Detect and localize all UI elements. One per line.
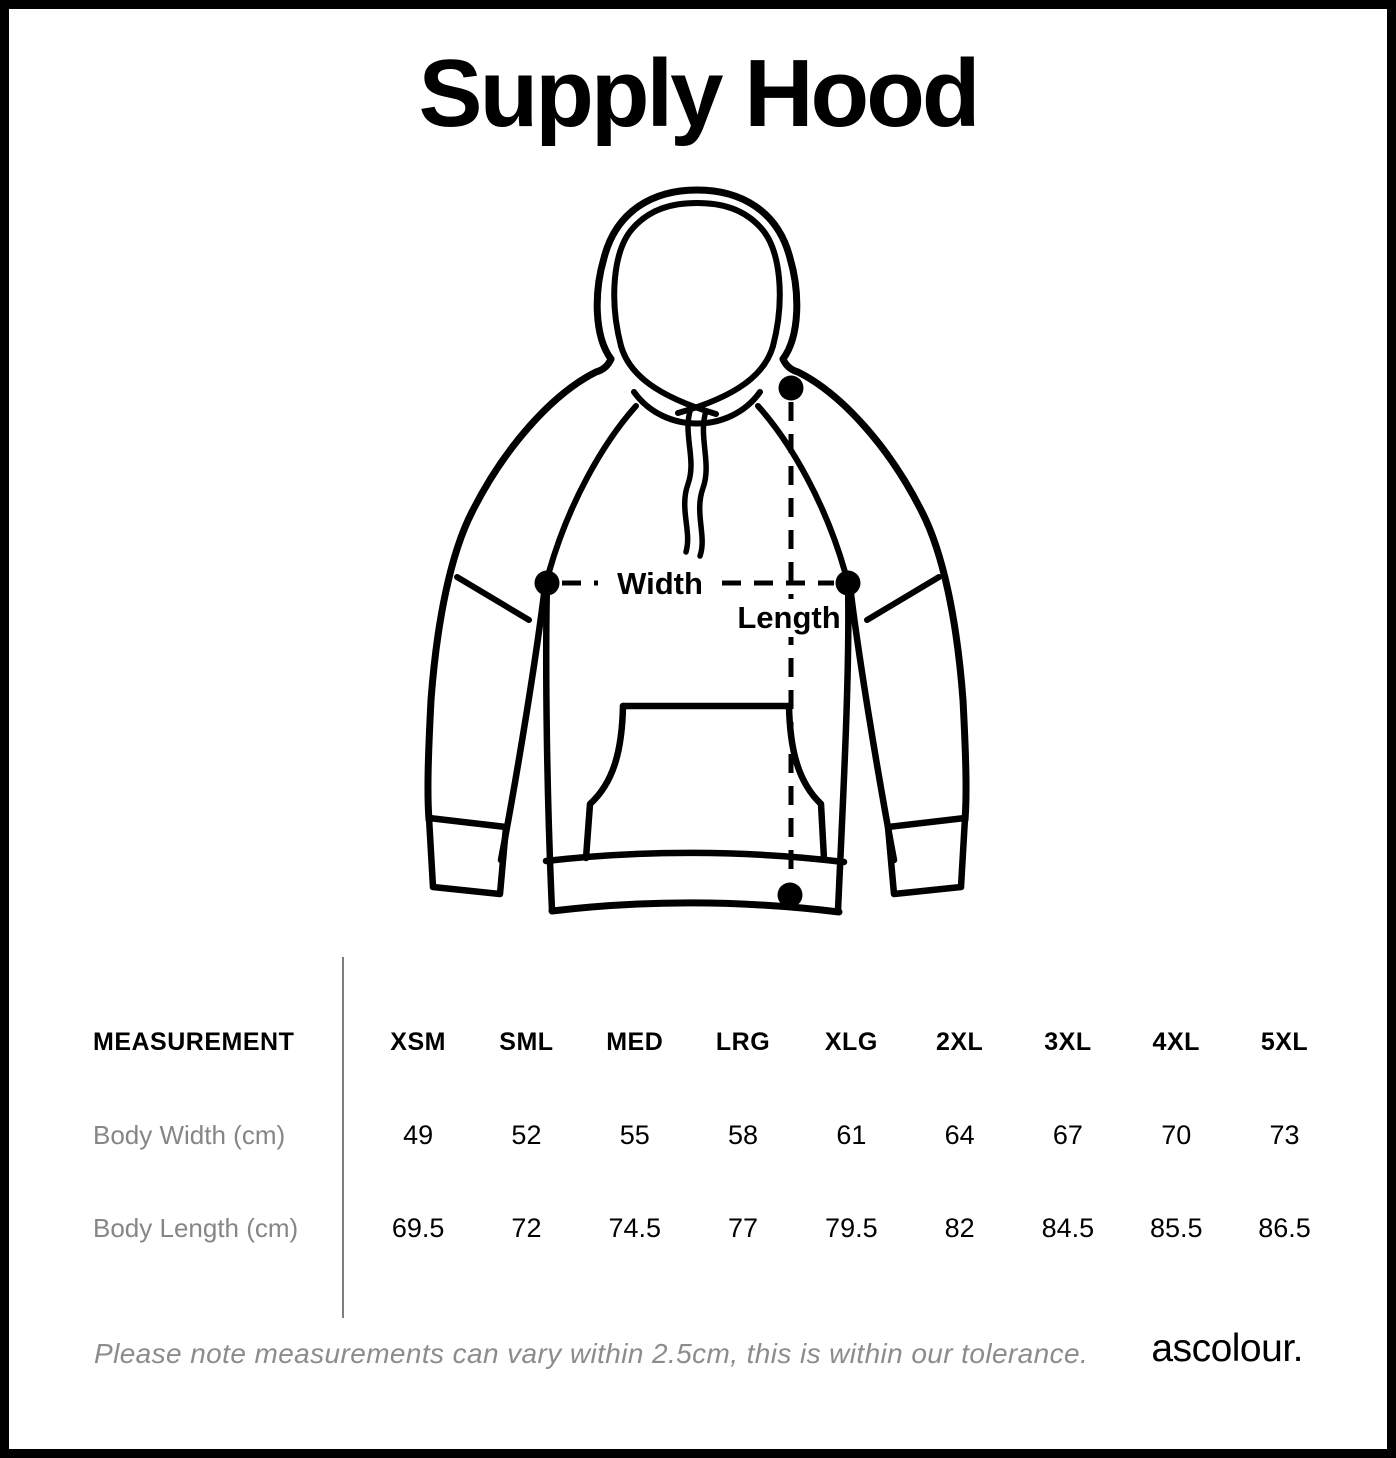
hoodie-outline xyxy=(424,186,970,916)
measurement-dots xyxy=(534,375,861,908)
cuff-left xyxy=(425,814,510,898)
length-dot-top xyxy=(778,375,804,401)
size-header-2xl: 2XL xyxy=(935,1028,984,1056)
body-width-3xl: 67 xyxy=(1052,1120,1083,1150)
underarm-seam-right xyxy=(864,574,942,623)
width-dot-right xyxy=(835,570,861,596)
body-width-med: 55 xyxy=(619,1120,650,1150)
sleeve-right-inner xyxy=(846,582,898,864)
length-dot-bottom xyxy=(777,882,803,908)
measurement-lines xyxy=(562,402,834,882)
drawstring-left xyxy=(682,405,694,555)
size-header-xlg: XLG xyxy=(824,1028,878,1056)
body-length-med: 74.5 xyxy=(608,1213,662,1243)
body-seam-left xyxy=(542,579,556,914)
size-header-3xl: 3XL xyxy=(1044,1028,1092,1056)
width-dot-left xyxy=(534,570,560,596)
collar-right xyxy=(675,343,776,416)
row-label-body-length: Body Length (cm) xyxy=(93,1213,299,1243)
table-row-body-length: Body Length (cm) 69.5 72 74.5 77 79.5 82… xyxy=(93,1182,1339,1275)
size-header-xsm: XSM xyxy=(390,1028,446,1056)
body-length-3xl: 84.5 xyxy=(1041,1213,1095,1243)
size-header-5xl: 5XL xyxy=(1260,1028,1309,1056)
measurement-header: MEASUREMENT xyxy=(93,1028,295,1056)
size-table: MEASUREMENT XSM SML MED LRG XLG 2XL 3XL … xyxy=(93,996,1339,1275)
body-length-2xl: 82 xyxy=(944,1213,975,1243)
table-divider xyxy=(342,957,344,1318)
body-length-xlg: 79.5 xyxy=(825,1213,878,1243)
table-row-body-width: Body Width (cm) 49 52 55 58 61 64 67 70 … xyxy=(93,1089,1339,1182)
size-header-4xl: 4XL xyxy=(1152,1028,1200,1056)
body-width-4xl: 70 xyxy=(1161,1120,1192,1150)
tolerance-note: Please note measurements can vary within… xyxy=(94,1338,1089,1369)
raglan-seam-left xyxy=(544,403,639,584)
body-seam-right xyxy=(834,579,852,914)
hood-inner xyxy=(611,200,783,349)
underarm-seam-left xyxy=(454,574,532,623)
body-length-4xl: 85.5 xyxy=(1149,1213,1203,1243)
sleeve-right-outer xyxy=(779,355,970,824)
size-header-med: MED xyxy=(606,1028,664,1056)
body-width-xlg: 61 xyxy=(836,1120,867,1150)
hem-top xyxy=(542,849,848,866)
pocket-left xyxy=(582,702,627,862)
width-label-backing xyxy=(598,562,722,604)
drawstring-right xyxy=(697,408,709,559)
brand-logo: ascolour. xyxy=(1151,1327,1303,1370)
measurement-labels: Width Length xyxy=(598,562,842,637)
hood-outer xyxy=(593,186,801,363)
body-length-lrg: 77 xyxy=(728,1213,759,1243)
page-title: Supply Hood xyxy=(418,40,981,147)
length-label-backing xyxy=(736,599,842,637)
sleeve-left-inner xyxy=(497,582,549,864)
length-label: Length xyxy=(737,600,840,635)
body-length-xsm: 69.5 xyxy=(391,1213,445,1243)
row-label-body-width: Body Width (cm) xyxy=(93,1120,286,1150)
hem-bottom xyxy=(548,899,843,916)
body-length-sml: 72 xyxy=(511,1213,542,1243)
table-header-row: MEASUREMENT XSM SML MED LRG XLG 2XL 3XL … xyxy=(93,996,1339,1089)
body-width-2xl: 64 xyxy=(944,1120,975,1150)
body-width-lrg: 58 xyxy=(728,1120,759,1150)
width-label: Width xyxy=(617,566,703,601)
body-width-5xl: 73 xyxy=(1269,1120,1300,1150)
raglan-seam-right xyxy=(755,403,850,584)
neckline xyxy=(631,389,763,427)
body-width-xsm: 49 xyxy=(403,1120,434,1150)
size-header-lrg: LRG xyxy=(715,1028,771,1056)
pocket-right xyxy=(785,702,828,863)
size-header-sml: SML xyxy=(499,1028,554,1056)
cuff-right xyxy=(884,814,969,898)
body-width-sml: 52 xyxy=(511,1120,542,1150)
sleeve-left-outer xyxy=(424,355,615,824)
body-length-5xl: 86.5 xyxy=(1258,1213,1311,1243)
